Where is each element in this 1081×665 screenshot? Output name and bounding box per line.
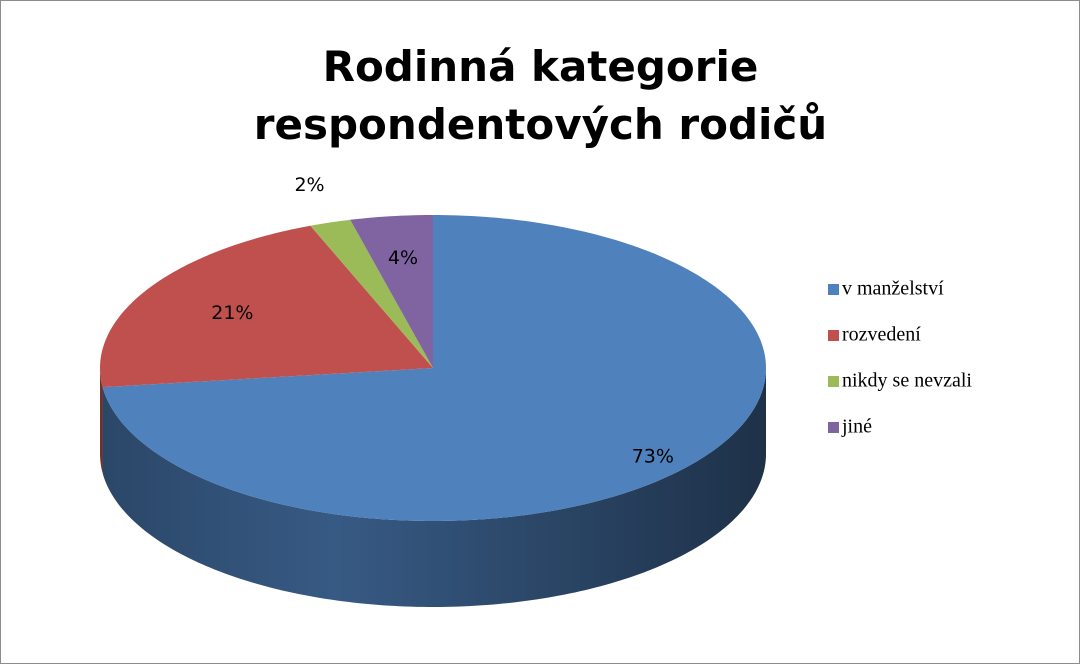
data-label: 2%	[294, 174, 324, 196]
slice-side	[102, 368, 767, 607]
slice-side	[100, 368, 103, 474]
legend-swatch	[828, 284, 839, 295]
slice	[102, 215, 767, 521]
slice	[310, 219, 433, 368]
legend-swatch	[828, 376, 839, 387]
legend-swatch	[828, 422, 839, 433]
data-label: 4%	[388, 247, 418, 269]
legend-label: jiné	[841, 416, 872, 438]
slice	[350, 215, 433, 368]
legend-label: v manželství	[842, 278, 944, 300]
legend-label: rozvedení	[842, 324, 921, 346]
title-box: Rodinná kategorie respondentových rodičů	[0, 38, 1081, 154]
legend-swatch	[828, 330, 839, 341]
data-label: 73%	[632, 446, 674, 468]
legend-label: nikdy se nevzali	[842, 370, 972, 392]
slice	[100, 225, 434, 388]
data-label: 21%	[211, 302, 253, 324]
chart-title: Rodinná kategorie respondentových rodičů	[253, 42, 828, 149]
